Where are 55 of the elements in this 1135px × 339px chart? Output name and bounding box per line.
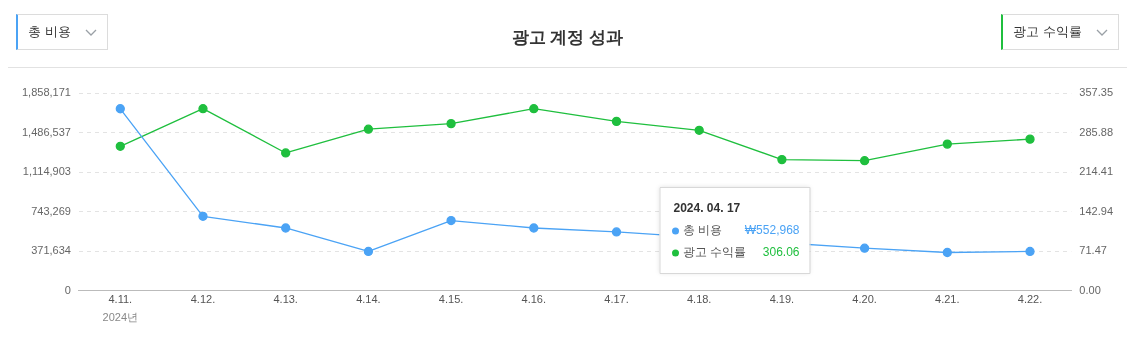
point [1025, 134, 1035, 144]
text: 2024년 [102, 311, 139, 324]
x-tick-label: 4.22. [1017, 293, 1043, 306]
point [611, 227, 622, 237]
legend-label: 광고 수익률 [682, 245, 746, 260]
x-tick-label: 4.11. [108, 293, 133, 306]
chart-title: 광고 계정 성과 [511, 27, 624, 49]
x-tick-label: 4.20. [852, 293, 877, 306]
point [611, 116, 622, 127]
y-tick-label: 1,486,537 [22, 125, 71, 138]
point [363, 246, 374, 257]
point [446, 215, 456, 226]
y2-tick-label: 142.94 [1079, 204, 1114, 217]
legend-label: 총 비용 [682, 223, 722, 238]
point [859, 156, 870, 166]
y-tick-label: 1,858,171 [22, 86, 71, 99]
point [363, 124, 374, 134]
x-tick-label: 4.16. [521, 293, 547, 306]
x-tick-label: 4.21. [935, 293, 960, 306]
annotation: ₩552,968 [744, 223, 800, 238]
y-tick-label: 371,634 [31, 244, 71, 257]
y-tick-label: 743,269 [31, 204, 71, 217]
y2-tick-label: 0.00 [1079, 283, 1101, 296]
point [281, 223, 291, 233]
y2-tick-label: 214.41 [1079, 165, 1114, 178]
y-tick-label: 1,114,903 [22, 165, 71, 178]
point [777, 154, 787, 165]
point [446, 118, 456, 129]
point [1025, 246, 1035, 257]
text: 총 비용 [28, 24, 71, 39]
point [198, 211, 208, 221]
x-tick-label: 4.14. [356, 293, 381, 306]
point [198, 104, 208, 114]
point [942, 139, 952, 149]
point [281, 148, 291, 158]
point [529, 223, 539, 233]
y2-tick-label: 71.47 [1079, 244, 1107, 257]
text: 광고 수익률 [1013, 24, 1082, 39]
y2-tick-label: 285.88 [1079, 125, 1114, 138]
point [859, 243, 870, 253]
x-tick-label: 4.13. [273, 293, 298, 306]
point [115, 141, 125, 151]
point [529, 104, 539, 114]
point [115, 104, 125, 114]
annotation: 306.06 [762, 245, 800, 260]
x-tick-label: 4.15. [438, 293, 464, 306]
point [694, 125, 704, 135]
annotation: 2024. 04. 17 [673, 201, 741, 216]
x-tick-label: 4.19. [769, 293, 795, 306]
x-tick-label: 4.12. [190, 293, 216, 306]
y-tick-label: 0 [64, 283, 71, 296]
x-tick-label: 4.18. [686, 293, 712, 306]
x-tick-label: 4.17. [604, 293, 629, 306]
point [942, 247, 952, 258]
y2-tick-label: 357.35 [1079, 86, 1114, 99]
